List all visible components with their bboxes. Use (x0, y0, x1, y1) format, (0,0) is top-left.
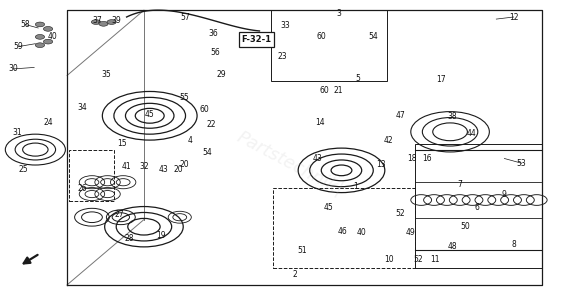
Text: Partstechnik|: Partstechnik| (233, 128, 346, 199)
Text: 23: 23 (278, 52, 287, 61)
Text: 16: 16 (422, 154, 432, 163)
Text: 26: 26 (78, 184, 87, 193)
Text: 27: 27 (114, 210, 124, 219)
Text: 28: 28 (124, 234, 134, 243)
Text: 56: 56 (211, 48, 221, 57)
Text: 30: 30 (9, 64, 19, 73)
Circle shape (35, 43, 45, 48)
Text: 9: 9 (502, 190, 507, 198)
Text: 51: 51 (298, 246, 307, 255)
Text: 52: 52 (395, 209, 405, 218)
Text: 34: 34 (78, 103, 87, 112)
Text: 4: 4 (188, 136, 193, 145)
Text: 5: 5 (356, 74, 360, 83)
Text: 33: 33 (280, 21, 290, 30)
Text: 39: 39 (111, 16, 121, 25)
Bar (273, 188, 415, 268)
Text: 40: 40 (357, 228, 367, 237)
Text: F-32-1: F-32-1 (241, 35, 272, 44)
Text: 12: 12 (509, 13, 518, 21)
Text: 37: 37 (93, 16, 102, 25)
Text: 50: 50 (461, 222, 471, 231)
Text: 57: 57 (181, 13, 190, 21)
Text: 36: 36 (208, 30, 218, 38)
Text: 29: 29 (217, 70, 226, 79)
Text: 60: 60 (319, 86, 329, 95)
Bar (239, 32, 274, 47)
Text: 40: 40 (48, 32, 57, 41)
Text: 15: 15 (117, 139, 127, 148)
Circle shape (43, 27, 53, 31)
Text: 60: 60 (199, 105, 209, 114)
Circle shape (35, 35, 45, 39)
Bar (415, 144, 543, 268)
Text: 42: 42 (384, 136, 394, 145)
Text: 24: 24 (43, 118, 53, 127)
Text: 60: 60 (316, 32, 326, 41)
Text: 54: 54 (203, 148, 212, 157)
Text: 25: 25 (19, 165, 28, 174)
Text: 55: 55 (179, 94, 189, 103)
Text: 59: 59 (13, 42, 23, 51)
Text: 45: 45 (145, 110, 155, 119)
Circle shape (43, 39, 53, 44)
Text: 17: 17 (436, 75, 446, 84)
Text: 7: 7 (457, 179, 463, 189)
Text: 8: 8 (511, 240, 516, 249)
Bar (271, 10, 387, 81)
Circle shape (99, 21, 108, 26)
Text: 19: 19 (156, 231, 166, 240)
Text: 32: 32 (139, 162, 149, 171)
Text: 48: 48 (448, 242, 457, 251)
Circle shape (107, 20, 116, 24)
Text: 54: 54 (368, 32, 378, 41)
Text: 14: 14 (315, 118, 324, 127)
Text: 6: 6 (475, 203, 479, 212)
Text: 18: 18 (407, 154, 417, 163)
Text: 52: 52 (413, 255, 423, 264)
Text: 11: 11 (430, 255, 440, 264)
Text: 41: 41 (122, 162, 131, 171)
Text: 1: 1 (354, 181, 358, 191)
Text: 47: 47 (395, 111, 405, 120)
Text: 22: 22 (207, 120, 217, 129)
Text: 2: 2 (293, 270, 298, 279)
Text: 45: 45 (324, 203, 334, 212)
Text: 20: 20 (174, 165, 184, 174)
Text: 13: 13 (376, 160, 386, 169)
Text: 43: 43 (312, 154, 322, 163)
Circle shape (91, 20, 101, 24)
Bar (69, 150, 114, 201)
Text: 53: 53 (517, 159, 526, 168)
Text: 20: 20 (179, 160, 189, 169)
Text: 58: 58 (20, 20, 30, 29)
Text: 10: 10 (384, 255, 394, 264)
Text: 35: 35 (101, 70, 111, 79)
Text: 21: 21 (334, 86, 343, 95)
Circle shape (35, 22, 45, 27)
Text: 3: 3 (336, 9, 341, 18)
Text: 43: 43 (159, 165, 168, 174)
Text: 44: 44 (467, 129, 477, 138)
Text: 31: 31 (12, 128, 21, 137)
Text: 46: 46 (338, 227, 347, 236)
Text: 49: 49 (406, 228, 416, 237)
Text: 38: 38 (448, 112, 457, 121)
